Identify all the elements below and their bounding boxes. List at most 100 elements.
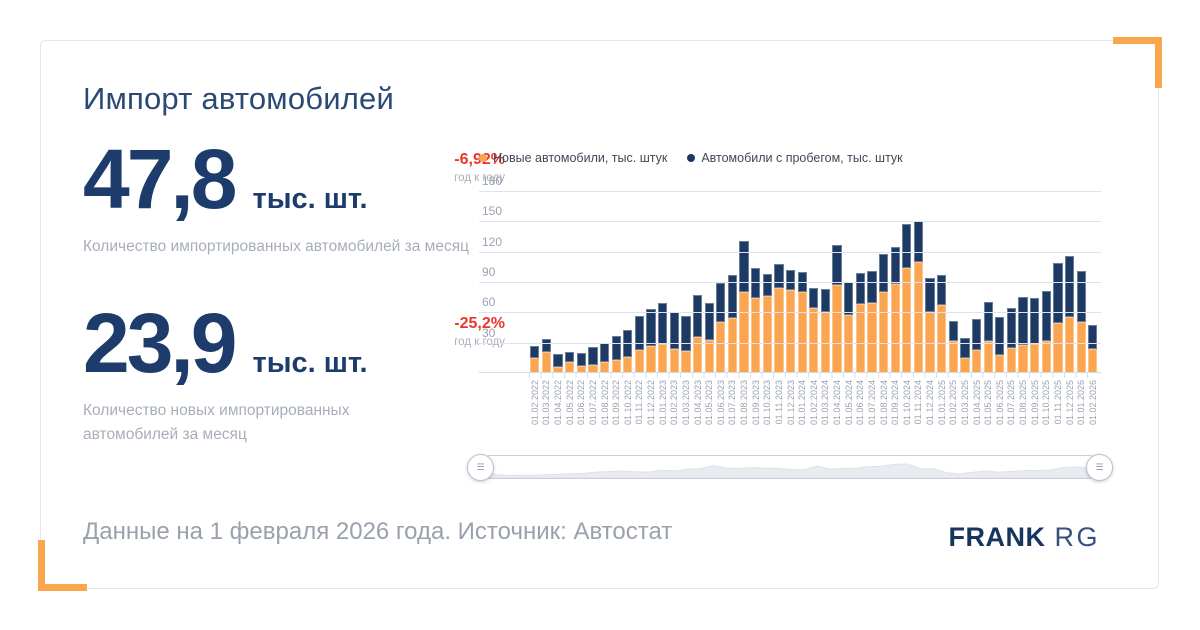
- bar-column[interactable]: [913, 191, 925, 373]
- bar-column[interactable]: [971, 191, 983, 373]
- bar-segment-new-cars[interactable]: [1076, 322, 1086, 373]
- bar-column[interactable]: [878, 191, 890, 373]
- bar-segment-used-cars[interactable]: [902, 224, 912, 268]
- bar-segment-new-cars[interactable]: [1088, 348, 1098, 373]
- bar-segment-used-cars[interactable]: [774, 263, 784, 289]
- bar-column[interactable]: [727, 191, 739, 373]
- bar-column[interactable]: [1017, 191, 1029, 373]
- bar-segment-new-cars[interactable]: [541, 351, 552, 373]
- bar-column[interactable]: [901, 191, 913, 373]
- bar-segment-new-cars[interactable]: [669, 348, 679, 373]
- bar-segment-used-cars[interactable]: [1006, 308, 1017, 348]
- bar-segment-used-cars[interactable]: [611, 335, 621, 360]
- bar-segment-new-cars[interactable]: [727, 318, 738, 373]
- bar-segment-new-cars[interactable]: [646, 345, 656, 373]
- bar-segment-new-cars[interactable]: [832, 285, 842, 373]
- bar-segment-new-cars[interactable]: [1006, 347, 1017, 373]
- bar-segment-new-cars[interactable]: [762, 296, 772, 373]
- bar-column[interactable]: [1064, 191, 1076, 373]
- bar-segment-used-cars[interactable]: [809, 288, 819, 309]
- bar-segment-new-cars[interactable]: [971, 349, 982, 373]
- bar-segment-used-cars[interactable]: [599, 342, 610, 362]
- bar-segment-used-cars[interactable]: [1041, 291, 1051, 341]
- bar-segment-new-cars[interactable]: [634, 349, 645, 373]
- bar-column[interactable]: [831, 191, 843, 373]
- bar-column[interactable]: [564, 191, 576, 373]
- bar-column[interactable]: [1052, 191, 1064, 373]
- bar-segment-used-cars[interactable]: [855, 272, 865, 305]
- bar-column[interactable]: [785, 191, 797, 373]
- bar-segment-new-cars[interactable]: [774, 288, 784, 373]
- bar-segment-new-cars[interactable]: [681, 350, 691, 373]
- bar-column[interactable]: [1041, 191, 1053, 373]
- bar-segment-used-cars[interactable]: [576, 352, 586, 366]
- bar-segment-used-cars[interactable]: [925, 277, 935, 313]
- bar-column[interactable]: [576, 191, 588, 373]
- bar-column[interactable]: [1075, 191, 1087, 373]
- bar-segment-used-cars[interactable]: [565, 351, 575, 362]
- bar-segment-used-cars[interactable]: [751, 267, 761, 299]
- bar-segment-used-cars[interactable]: [867, 270, 877, 304]
- bar-column[interactable]: [541, 191, 553, 373]
- bar-segment-used-cars[interactable]: [739, 240, 749, 293]
- bar-column[interactable]: [1087, 191, 1099, 373]
- bar-segment-new-cars[interactable]: [692, 336, 703, 373]
- bar-segment-used-cars[interactable]: [1053, 262, 1063, 324]
- bar-segment-used-cars[interactable]: [1064, 255, 1075, 318]
- bar-segment-new-cars[interactable]: [1053, 323, 1063, 373]
- bar-segment-used-cars[interactable]: [1076, 270, 1086, 323]
- bar-column[interactable]: [599, 191, 611, 373]
- bar-segment-new-cars[interactable]: [878, 292, 889, 373]
- bar-segment-used-cars[interactable]: [762, 273, 772, 297]
- bar-segment-used-cars[interactable]: [937, 274, 947, 306]
- bar-segment-new-cars[interactable]: [960, 357, 970, 373]
- bar-column[interactable]: [808, 191, 820, 373]
- bar-segment-used-cars[interactable]: [646, 309, 656, 346]
- bar-segment-used-cars[interactable]: [541, 338, 552, 352]
- bar-segment-new-cars[interactable]: [658, 343, 668, 373]
- bar-column[interactable]: [657, 191, 669, 373]
- bar-segment-used-cars[interactable]: [1030, 298, 1040, 344]
- bar-column[interactable]: [750, 191, 762, 373]
- bar-segment-new-cars[interactable]: [937, 305, 947, 373]
- bar-segment-new-cars[interactable]: [576, 365, 586, 373]
- bar-segment-new-cars[interactable]: [530, 357, 540, 373]
- bar-segment-new-cars[interactable]: [995, 354, 1005, 373]
- bar-column[interactable]: [529, 191, 541, 373]
- bar-segment-new-cars[interactable]: [611, 359, 621, 373]
- bar-segment-new-cars[interactable]: [844, 315, 854, 373]
- legend-item-used-cars[interactable]: Автомобили с пробегом, тыс. штук: [687, 151, 903, 165]
- bar-segment-new-cars[interactable]: [867, 303, 877, 373]
- bar-segment-new-cars[interactable]: [855, 304, 865, 373]
- bar-segment-new-cars[interactable]: [1030, 343, 1040, 373]
- bar-segment-new-cars[interactable]: [785, 290, 796, 373]
- bar-column[interactable]: [610, 191, 622, 373]
- bar-segment-used-cars[interactable]: [716, 283, 726, 323]
- bar-segment-used-cars[interactable]: [692, 295, 703, 337]
- chart-range-slider-track[interactable]: ☰ ☰: [467, 454, 1113, 481]
- bar-segment-new-cars[interactable]: [716, 322, 726, 373]
- bar-segment-used-cars[interactable]: [658, 303, 668, 344]
- bar-column[interactable]: [843, 191, 855, 373]
- legend-item-new-cars[interactable]: Новые автомобили, тыс. штук: [479, 151, 667, 165]
- bar-column[interactable]: [1029, 191, 1041, 373]
- bar-segment-used-cars[interactable]: [1088, 324, 1098, 349]
- bar-segment-new-cars[interactable]: [704, 339, 714, 373]
- bar-column[interactable]: [703, 191, 715, 373]
- bar-column[interactable]: [738, 191, 750, 373]
- bar-segment-new-cars[interactable]: [1064, 317, 1075, 373]
- bar-segment-new-cars[interactable]: [623, 356, 633, 373]
- bar-segment-new-cars[interactable]: [751, 298, 761, 373]
- bar-segment-used-cars[interactable]: [832, 244, 842, 286]
- bar-column[interactable]: [680, 191, 692, 373]
- bar-segment-new-cars[interactable]: [890, 284, 900, 373]
- bar-segment-new-cars[interactable]: [599, 361, 610, 373]
- bar-segment-used-cars[interactable]: [588, 346, 598, 365]
- bar-segment-used-cars[interactable]: [553, 353, 563, 367]
- bar-segment-new-cars[interactable]: [565, 361, 575, 373]
- bar-segment-used-cars[interactable]: [704, 303, 714, 340]
- bar-column[interactable]: [889, 191, 901, 373]
- bar-segment-new-cars[interactable]: [1041, 340, 1051, 373]
- bar-column[interactable]: [773, 191, 785, 373]
- bar-segment-new-cars[interactable]: [902, 267, 912, 373]
